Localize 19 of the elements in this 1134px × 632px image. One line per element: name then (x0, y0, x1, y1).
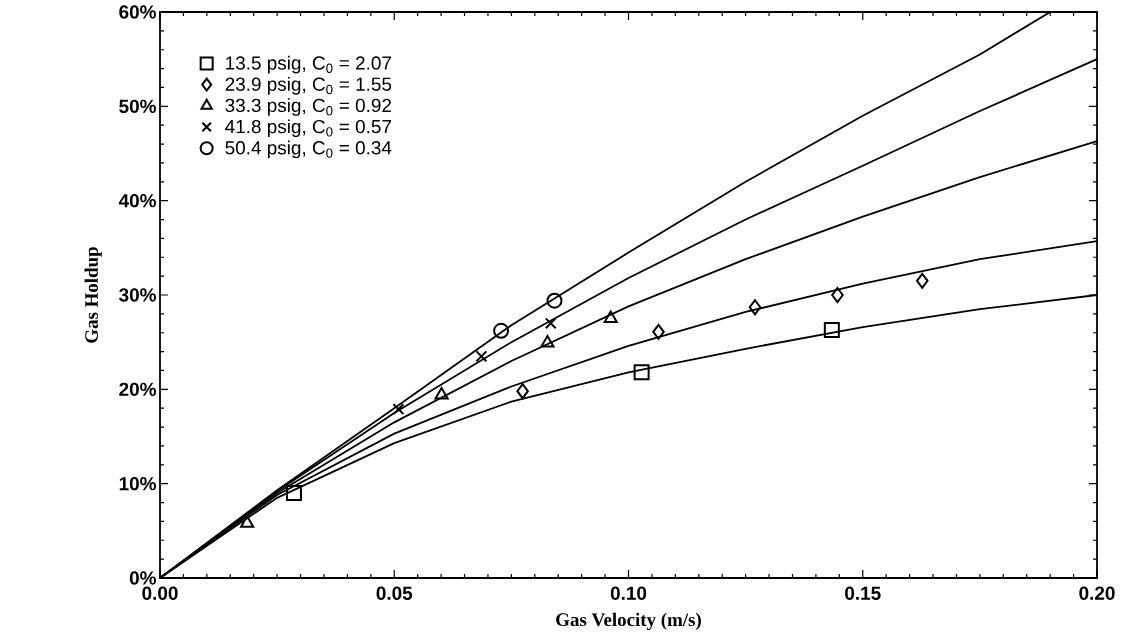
y-tick-label: 30% (119, 288, 156, 302)
y-axis-title: Gas Holdup (84, 247, 102, 343)
legend-label: 33.3 psig, C$_{0}$ = 0.92 (225, 98, 391, 116)
y-tick-label: 0% (129, 571, 156, 585)
y-tick-label: 10% (119, 476, 156, 491)
x-tick-label: 0.00 (142, 586, 178, 600)
x-tick-label: 0.15 (845, 586, 881, 600)
legend-label: 23.9 psig, C$_{0}$ = 1.55 (225, 77, 392, 95)
legend-label: 50.4 psig, C$_{0}$ = 0.34 (225, 140, 392, 159)
x-tick-label: 0.05 (376, 586, 413, 600)
legend-label: 41.8 psig, C$_{0}$ = 0.57 (225, 119, 391, 138)
legend-label: 13.5 psig, C$_{0}$ = 2.07 (226, 55, 391, 74)
x-tick-label: 0.10 (610, 586, 647, 600)
x-axis-title: Gas Velocity (m/s) (556, 612, 701, 630)
x-tick-label: 0.20 (1079, 586, 1115, 600)
y-tick-label: 50% (119, 99, 156, 114)
y-tick-label: 20% (119, 382, 156, 397)
y-tick-label: 40% (118, 193, 156, 208)
y-tick-label: 60% (119, 5, 156, 19)
